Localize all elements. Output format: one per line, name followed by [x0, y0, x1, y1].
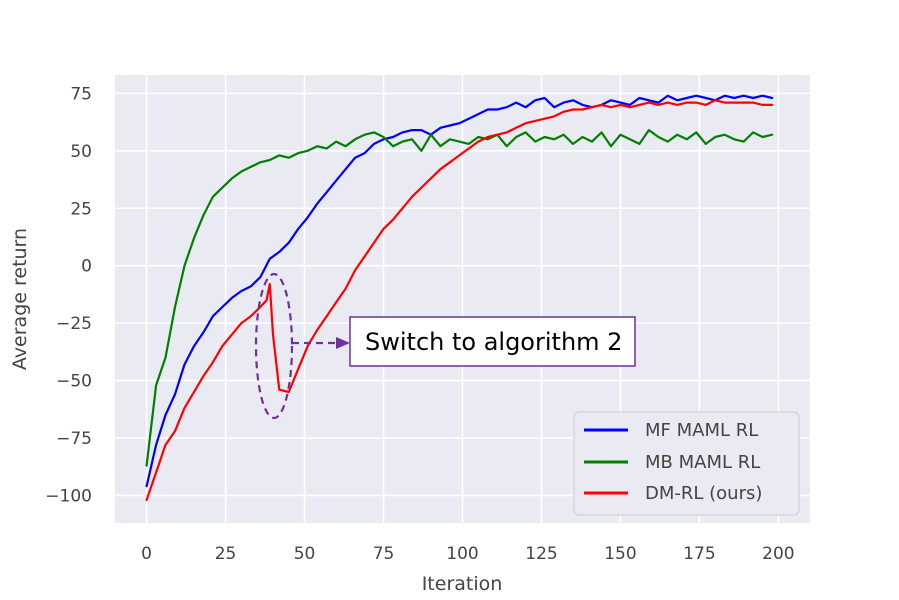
series-line-mb-maml-rl	[145, 129, 774, 467]
x-axis-label: Iteration	[422, 573, 503, 595]
y-axis-label: Average return	[9, 228, 31, 370]
x-tick-label: 0	[141, 544, 152, 564]
x-tick-label: 175	[683, 544, 715, 564]
legend-label-dm-rl: DM-RL (ours)	[645, 483, 762, 504]
y-tick-labels: −100 −75 −50 −25 0 25 50 75	[45, 84, 92, 506]
y-tick-label: 75	[70, 84, 92, 104]
x-tick-label: 100	[446, 544, 478, 564]
annotation-box	[349, 316, 636, 367]
legend: MF MAML RL MB MAML RL DM-RL (ours)	[573, 411, 800, 516]
series-layer	[145, 94, 774, 502]
annotation-ellipse	[254, 272, 294, 420]
x-tick-label: 125	[525, 544, 557, 564]
x-tick-label: 75	[373, 544, 395, 564]
y-tick-label: 0	[81, 257, 92, 277]
legend-box	[573, 411, 800, 516]
y-tick-label: −75	[56, 429, 92, 449]
annotation-arrow-head	[336, 337, 350, 349]
y-tick-label: −25	[56, 314, 92, 334]
annotation-text: Switch to algorithm 2	[365, 328, 622, 356]
legend-label-mf-maml: MF MAML RL	[645, 420, 758, 441]
y-tick-label: −50	[56, 372, 92, 392]
x-tick-label: 25	[215, 544, 237, 564]
x-tick-label: 150	[604, 544, 636, 564]
x-tick-labels: 0 25 50 75 100 125 150 175 200	[141, 544, 794, 564]
y-tick-label: 25	[70, 199, 92, 219]
series-line-mf-maml-rl	[145, 94, 774, 488]
legend-label-mb-maml: MB MAML RL	[645, 452, 760, 473]
y-tick-label: −100	[45, 486, 92, 506]
y-tick-label: 50	[70, 142, 92, 162]
annotation: Switch to algorithm 2	[254, 272, 636, 420]
x-tick-label: 200	[762, 544, 794, 564]
x-tick-label: 50	[294, 544, 316, 564]
series-line-dm-rl-ours	[145, 99, 774, 502]
